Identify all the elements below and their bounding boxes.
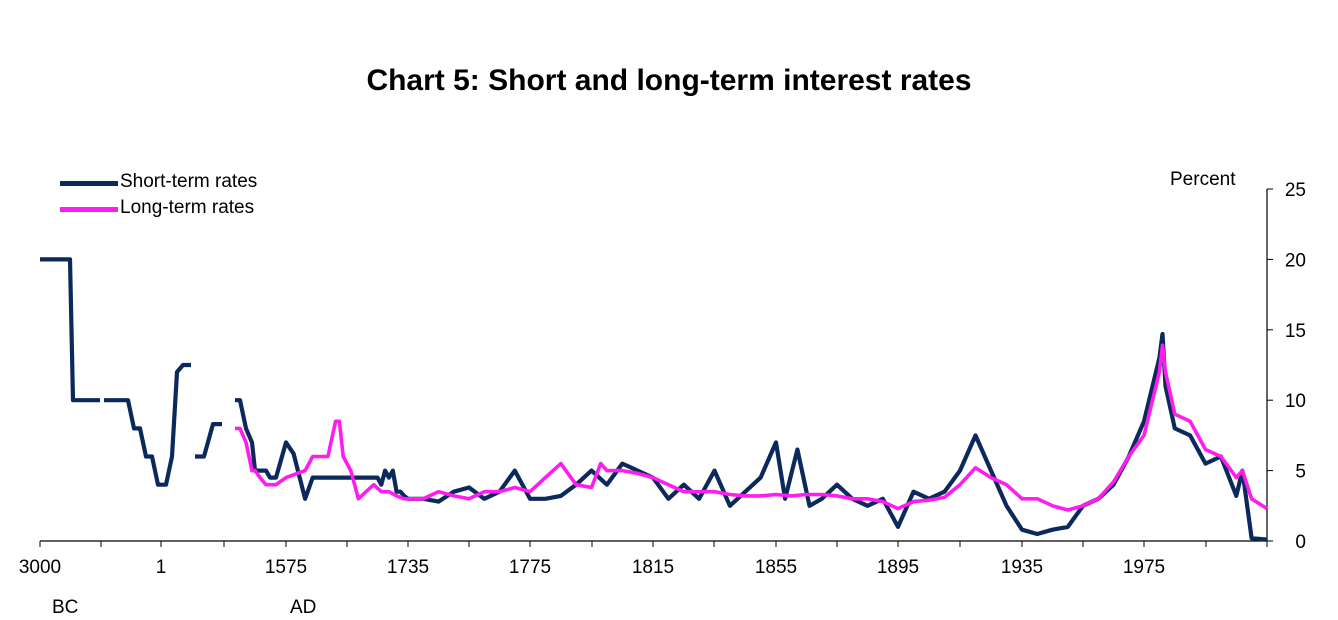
legend-label-short: Short-term rates [120, 171, 258, 192]
series-line-long-segment-1 [235, 343, 1268, 512]
y-tick-label: 15 [1285, 321, 1306, 342]
x-tick-label: 1575 [265, 557, 307, 578]
y-tick-label: 0 [1295, 532, 1306, 553]
x-tick-label: 1735 [387, 557, 429, 578]
y-tick-label: 20 [1285, 250, 1306, 271]
era-label-ad: AD [290, 597, 317, 618]
legend-swatch-short [60, 181, 118, 186]
legend-label-long: Long-term rates [120, 197, 255, 218]
x-tick-label: 1935 [1001, 557, 1043, 578]
chart-title: Chart 5: Short and long-term interest ra… [366, 64, 972, 97]
y-tick-label: 5 [1295, 462, 1306, 483]
y-tick-label: 25 [1285, 180, 1306, 201]
x-tick-label: 3000 [19, 557, 61, 578]
x-tick-label: 1855 [755, 557, 797, 578]
y-tick-label: 10 [1285, 391, 1306, 412]
x-tick-label: 1975 [1123, 557, 1165, 578]
series-line-short-segment-4 [235, 331, 1268, 542]
series-line-short-segment-3 [195, 422, 222, 459]
x-tick-label: 1775 [509, 557, 551, 578]
legend-swatch-long [60, 207, 118, 212]
x-tick-label: 1 [156, 557, 167, 578]
era-label-bc: BC [52, 597, 79, 618]
series-line-short-segment-1 [40, 257, 100, 403]
series-line-short-segment-2 [104, 362, 191, 487]
y-axis-unit-label: Percent [1170, 169, 1236, 190]
x-tick-label: 1895 [877, 557, 919, 578]
x-tick-label: 1815 [632, 557, 674, 578]
